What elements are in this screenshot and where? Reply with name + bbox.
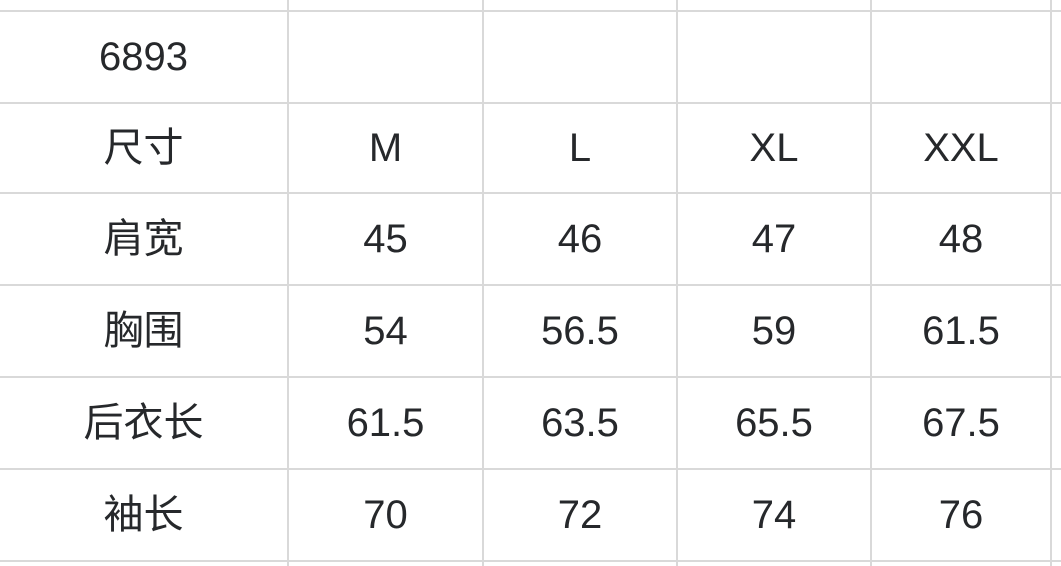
size-col-l: L bbox=[484, 104, 676, 192]
measurement-value-cell: 48 bbox=[872, 194, 1050, 284]
empty-cell bbox=[872, 562, 1050, 566]
measurement-value-cell: 56.5 bbox=[484, 286, 676, 376]
size-col-xxl: XXL bbox=[872, 104, 1050, 192]
measurement-value-cell: 76 bbox=[872, 470, 1050, 560]
measurement-label-cell: 后衣长 bbox=[0, 378, 287, 468]
measurement-value-cell: 59 bbox=[678, 286, 870, 376]
measurement-value-cell: 65.5 bbox=[678, 378, 870, 468]
empty-cell bbox=[484, 12, 676, 102]
product-code-cell: 6893 bbox=[0, 12, 287, 102]
empty-cell bbox=[678, 562, 870, 566]
measurement-value-cell: 61.5 bbox=[289, 378, 482, 468]
measurement-value-cell: 72 bbox=[484, 470, 676, 560]
empty-cell bbox=[0, 0, 287, 10]
size-header-label-cell: 尺寸 bbox=[0, 104, 287, 192]
empty-cell bbox=[1052, 0, 1061, 10]
empty-cell bbox=[1052, 12, 1061, 102]
empty-cell bbox=[484, 562, 676, 566]
empty-cell bbox=[1052, 470, 1061, 560]
empty-cell bbox=[678, 12, 870, 102]
measurement-value-cell: 63.5 bbox=[484, 378, 676, 468]
size-col-xl: XL bbox=[678, 104, 870, 192]
measurement-value-cell: 47 bbox=[678, 194, 870, 284]
measurement-value-cell: 70 bbox=[289, 470, 482, 560]
measurement-label-cell: 袖长 bbox=[0, 470, 287, 560]
measurement-value-cell: 45 bbox=[289, 194, 482, 284]
empty-cell bbox=[1052, 286, 1061, 376]
measurement-value-cell: 61.5 bbox=[872, 286, 1050, 376]
empty-cell bbox=[678, 0, 870, 10]
empty-cell bbox=[1052, 104, 1061, 192]
measurement-label-cell: 肩宽 bbox=[0, 194, 287, 284]
empty-cell bbox=[484, 0, 676, 10]
empty-cell bbox=[872, 0, 1050, 10]
empty-cell bbox=[289, 12, 482, 102]
measurement-value-cell: 54 bbox=[289, 286, 482, 376]
size-col-m: M bbox=[289, 104, 482, 192]
empty-cell bbox=[0, 562, 287, 566]
measurement-value-cell: 74 bbox=[678, 470, 870, 560]
empty-cell bbox=[289, 0, 482, 10]
empty-cell bbox=[1052, 194, 1061, 284]
empty-cell bbox=[289, 562, 482, 566]
empty-cell bbox=[1052, 378, 1061, 468]
empty-cell bbox=[872, 12, 1050, 102]
measurement-label-cell: 胸围 bbox=[0, 286, 287, 376]
empty-cell bbox=[1052, 562, 1061, 566]
measurement-value-cell: 46 bbox=[484, 194, 676, 284]
measurement-value-cell: 67.5 bbox=[872, 378, 1050, 468]
